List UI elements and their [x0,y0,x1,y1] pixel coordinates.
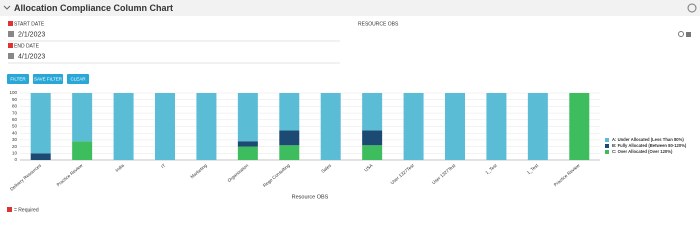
y-tick-label: 0 [14,157,17,162]
x-tick-label: Organization [227,163,250,184]
button-label[interactable]: CLEAR [70,77,86,82]
bar-segment [155,93,175,160]
collapse-icon[interactable] [3,5,11,10]
page-title: Allocation Compliance Column Chart [14,3,173,13]
y-tick-label: 70 [12,110,18,115]
x-tick-label: User 1327Test [390,162,416,185]
x-tick-label: 1_Test [484,162,498,175]
y-tick-label: 20 [12,144,18,149]
bar-segment [362,130,383,146]
bar-segment [445,93,465,160]
clear-icon[interactable] [678,31,684,37]
y-tick-label: 80 [12,104,18,109]
bar-segment [279,130,300,146]
bar-segment [486,93,507,160]
bar-segment [362,93,383,131]
field-value[interactable]: 4/1/2023 [18,53,45,60]
x-tick-label: Delivery Resources [9,162,43,191]
x-tick-label: Practice Review [56,162,85,187]
required-icon [8,43,13,48]
button-label[interactable]: SAVE FILTER [34,77,63,82]
x-tick-label: Marketing [189,163,208,180]
legend-swatch [605,150,609,154]
field-label: RESOURCE OBS [358,21,399,27]
bar-segment [237,141,258,147]
y-tick-label: 60 [12,117,18,122]
field-label: END DATE [14,43,40,49]
x-tick-label: User 1327Test [431,162,457,185]
header-bar [0,0,700,16]
field-label: START DATE [14,21,45,27]
browse-icon[interactable] [686,32,691,37]
bar-segment [30,93,51,154]
bar-segment [237,93,258,142]
button-label[interactable]: FILTER [10,77,26,82]
bar-segment [362,145,383,160]
legend-swatch [605,144,609,148]
x-tick-label: 1_Test [526,162,540,175]
bar-segment [113,93,134,160]
y-tick-label: 100 [9,90,17,95]
button[interactable] [7,74,29,84]
y-tick-label: 50 [12,124,18,129]
bar-segment [72,141,93,160]
bar-segment [279,93,300,131]
button[interactable] [33,74,63,84]
bar-segment [196,93,217,160]
bar-segment [320,93,341,160]
bar-segment [403,93,424,160]
legend-label: A: Under Allocated (Less Than 80%) [612,137,684,142]
y-tick-label: 90 [12,97,18,102]
x-tick-label: Sales [320,162,332,174]
y-tick-label: 40 [12,130,18,135]
bar-segment [279,145,300,160]
required-icon [8,21,13,26]
x-tick-label: Rego Consulting [262,163,291,189]
bar-segment [237,146,258,160]
calendar-icon[interactable] [8,31,14,37]
x-axis-title: Resource OBS [292,194,329,200]
required-note: = Required [14,207,39,213]
bar-segment [72,93,93,142]
x-tick-label: India [114,163,125,173]
x-tick-label: IT [160,163,166,170]
legend-label: B: Fully Allocated (Between 80-120%) [612,143,687,148]
bar-segment [30,153,51,160]
x-tick-label: Practice Review [553,162,582,187]
button[interactable] [67,74,89,84]
bar-segment [527,93,548,160]
legend-label: C: Over Allocated (Over 120%) [612,149,673,154]
required-icon [7,207,12,212]
legend-swatch [605,138,609,142]
y-tick-label: 10 [12,150,18,155]
settings-icon[interactable] [687,3,697,13]
field-value[interactable]: 2/1/2023 [18,31,45,38]
y-tick-label: 30 [12,137,18,142]
bar-segment [569,93,590,160]
calendar-icon[interactable] [8,53,14,59]
x-tick-label: USA [363,163,373,173]
page: Allocation Compliance Column Chart START… [0,0,700,213]
